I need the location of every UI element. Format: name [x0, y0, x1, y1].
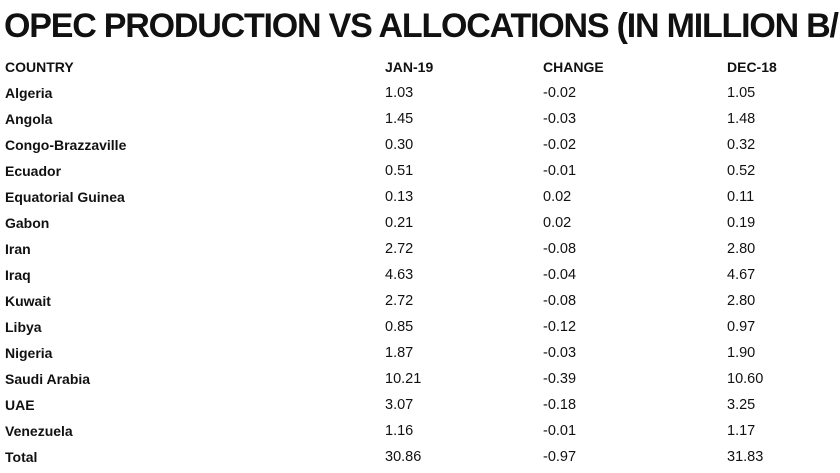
- dec-18-cell: 1.17: [727, 423, 756, 439]
- change-cell: 0.02: [543, 215, 572, 231]
- dec-18-cell: 0.97: [727, 319, 756, 335]
- jan-19-cell: 0.51: [385, 163, 414, 179]
- column-header-country: COUNTRY: [5, 59, 74, 75]
- table-row: Venezuela 1.16 -0.01 1.17: [0, 418, 840, 444]
- dec-18-cell: 4.67: [727, 267, 756, 283]
- dec-18-cell: 0.11: [727, 189, 755, 205]
- jan-19-cell: 4.63: [385, 267, 414, 283]
- table-row: Ecuador 0.51 -0.01 0.52: [0, 158, 840, 184]
- column-header-dec-18: DEC-18: [727, 59, 777, 75]
- country-cell: UAE: [5, 397, 35, 413]
- change-cell: -0.02: [543, 137, 577, 153]
- change-cell: -0.03: [543, 111, 577, 127]
- country-cell: Ecuador: [5, 163, 62, 179]
- table-row: Congo-Brazzaville 0.30 -0.02 0.32: [0, 132, 840, 158]
- change-cell: -0.01: [543, 423, 577, 439]
- change-cell: -0.08: [543, 293, 577, 309]
- change-cell: -0.01: [543, 163, 577, 179]
- table-row: Algeria 1.03 -0.02 1.05: [0, 80, 840, 106]
- country-cell: Nigeria: [5, 345, 53, 361]
- change-cell: -0.97: [543, 449, 577, 465]
- dec-18-cell: 0.32: [727, 137, 756, 153]
- table-title: OPEC PRODUCTION VS ALLOCATIONS (IN MILLI…: [4, 7, 840, 45]
- jan-19-cell: 0.13: [385, 189, 414, 205]
- table-row: Nigeria 1.87 -0.03 1.90: [0, 340, 840, 366]
- jan-19-cell: 10.21: [385, 371, 422, 387]
- table-row: Gabon 0.21 0.02 0.19: [0, 210, 840, 236]
- country-cell: Kuwait: [5, 293, 51, 309]
- jan-19-cell: 1.16: [385, 423, 414, 439]
- dec-18-cell: 0.19: [727, 215, 756, 231]
- country-cell: Congo-Brazzaville: [5, 137, 127, 153]
- change-cell: -0.18: [543, 397, 577, 413]
- jan-19-cell: 2.72: [385, 293, 414, 309]
- jan-19-cell: 1.45: [385, 111, 414, 127]
- country-cell: Equatorial Guinea: [5, 189, 125, 205]
- table-header-row: COUNTRY JAN-19 CHANGE DEC-18: [0, 54, 840, 80]
- table-row: Saudi Arabia 10.21 -0.39 10.60: [0, 366, 840, 392]
- change-cell: -0.08: [543, 241, 577, 257]
- country-cell: Iran: [5, 241, 31, 257]
- jan-19-cell: 2.72: [385, 241, 414, 257]
- opec-production-table: COUNTRY JAN-19 CHANGE DEC-18 Algeria 1.03…: [0, 54, 840, 470]
- jan-19-cell: 0.30: [385, 137, 414, 153]
- table-row: Equatorial Guinea 0.13 0.02 0.11: [0, 184, 840, 210]
- change-cell: -0.12: [543, 319, 577, 335]
- jan-19-cell: 0.85: [385, 319, 414, 335]
- jan-19-cell: 30.86: [385, 449, 422, 465]
- country-cell: Algeria: [5, 85, 53, 101]
- dec-18-cell: 2.80: [727, 293, 756, 309]
- dec-18-cell: 31.83: [727, 449, 764, 465]
- dec-18-cell: 2.80: [727, 241, 756, 257]
- country-cell: Gabon: [5, 215, 50, 231]
- dec-18-cell: 1.48: [727, 111, 756, 127]
- table-row: UAE 3.07 -0.18 3.25: [0, 392, 840, 418]
- table-row: Iran 2.72 -0.08 2.80: [0, 236, 840, 262]
- change-cell: -0.02: [543, 85, 577, 101]
- country-cell: Saudi Arabia: [5, 371, 91, 387]
- table-row: Iraq 4.63 -0.04 4.67: [0, 262, 840, 288]
- jan-19-cell: 0.21: [385, 215, 414, 231]
- change-cell: -0.04: [543, 267, 577, 283]
- change-cell: 0.02: [543, 189, 572, 205]
- dec-18-cell: 0.52: [727, 163, 756, 179]
- jan-19-cell: 1.03: [385, 85, 414, 101]
- table-body: Algeria 1.03 -0.02 1.05 Angola 1.45 -0.03 1.48 C…: [0, 80, 840, 470]
- dec-18-cell: 3.25: [727, 397, 756, 413]
- dec-18-cell: 1.05: [727, 85, 756, 101]
- total-row: Total 30.86 -0.97 31.83: [0, 444, 840, 470]
- table-row: Angola 1.45 -0.03 1.48: [0, 106, 840, 132]
- table-row: Kuwait 2.72 -0.08 2.80: [0, 288, 840, 314]
- country-cell: Angola: [5, 111, 53, 127]
- country-cell: Iraq: [5, 267, 31, 283]
- table-row: Libya 0.85 -0.12 0.97: [0, 314, 840, 340]
- country-cell: Venezuela: [5, 423, 73, 439]
- dec-18-cell: 10.60: [727, 371, 764, 387]
- change-cell: -0.03: [543, 345, 577, 361]
- dec-18-cell: 1.90: [727, 345, 756, 361]
- country-cell: Libya: [5, 319, 42, 335]
- jan-19-cell: 1.87: [385, 345, 414, 361]
- change-cell: -0.39: [543, 371, 577, 387]
- country-cell: Total: [5, 449, 38, 465]
- column-header-jan-19: JAN-19: [385, 59, 434, 75]
- jan-19-cell: 3.07: [385, 397, 414, 413]
- column-header-change: CHANGE: [543, 59, 604, 75]
